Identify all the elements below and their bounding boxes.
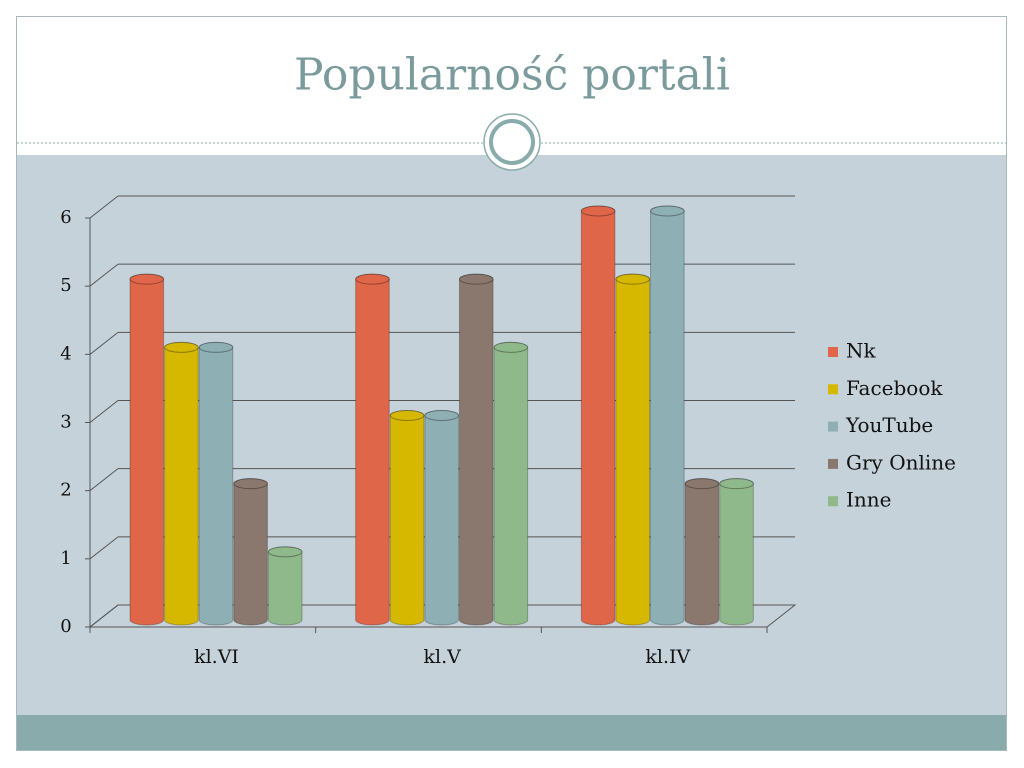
bar bbox=[719, 478, 754, 626]
grid-line bbox=[89, 263, 119, 287]
legend-swatch bbox=[828, 421, 838, 432]
y-tick-label: 3 bbox=[60, 412, 71, 433]
bar bbox=[615, 273, 651, 626]
bar-cap bbox=[355, 273, 390, 285]
legend-swatch bbox=[828, 347, 838, 357]
legend-label: Nk bbox=[846, 339, 877, 363]
bar-cap bbox=[164, 341, 199, 353]
bar bbox=[458, 273, 494, 626]
bar-cap bbox=[424, 410, 459, 421]
bar-cap bbox=[650, 205, 685, 217]
bar bbox=[355, 273, 390, 626]
legend-label: Facebook bbox=[846, 376, 943, 400]
bar-cap bbox=[684, 478, 720, 490]
grid-line bbox=[89, 604, 119, 628]
bar-cap bbox=[129, 273, 165, 285]
y-tick-label: 0 bbox=[60, 616, 71, 637]
footer-band bbox=[17, 715, 1006, 750]
y-tick-label: 5 bbox=[60, 275, 71, 296]
bar bbox=[164, 341, 199, 626]
legend-swatch bbox=[828, 496, 838, 507]
grid-line bbox=[89, 195, 119, 219]
bar-cap bbox=[267, 546, 303, 558]
bar bbox=[650, 205, 685, 626]
bar-cap bbox=[580, 205, 616, 217]
x-tick-label: kl.V bbox=[423, 646, 461, 668]
bar bbox=[493, 341, 529, 626]
chart-title: Popularność portali bbox=[294, 50, 730, 101]
bar bbox=[129, 273, 165, 626]
bar-cap bbox=[198, 341, 234, 353]
y-tick-label: 1 bbox=[60, 548, 71, 569]
bar-cap bbox=[493, 341, 529, 353]
bar-cap bbox=[615, 273, 651, 285]
bar-cap bbox=[233, 478, 268, 490]
y-tick-label: 6 bbox=[60, 207, 71, 228]
x-tick-label: kl.VI bbox=[194, 646, 239, 668]
legend-label: Gry Online bbox=[846, 450, 956, 474]
bar bbox=[424, 410, 459, 626]
bar bbox=[233, 478, 268, 626]
y-tick-label: 4 bbox=[60, 343, 71, 364]
y-tick-label: 2 bbox=[60, 480, 71, 501]
bar bbox=[267, 546, 303, 626]
grid-line bbox=[89, 400, 119, 423]
legend-swatch bbox=[828, 458, 838, 469]
legend-label: Inne bbox=[846, 488, 892, 512]
bar bbox=[198, 341, 234, 626]
x-tick-label: kl.IV bbox=[645, 646, 690, 668]
bar bbox=[389, 410, 425, 626]
plot: 0 1 2 3 4 5 6 kl.VI kl.V kl.IV Nk Facebook YouTube Gr… bbox=[60, 195, 956, 668]
grid-line bbox=[89, 331, 119, 355]
bar-cap bbox=[389, 410, 425, 421]
bar-cap bbox=[458, 273, 494, 285]
legend-label: YouTube bbox=[845, 413, 933, 437]
grid-line bbox=[89, 536, 119, 560]
ornament-inner bbox=[489, 119, 535, 165]
bar-cap bbox=[719, 478, 754, 490]
bar bbox=[580, 205, 616, 626]
bar bbox=[684, 478, 720, 626]
grid-line bbox=[89, 468, 119, 492]
legend-swatch bbox=[828, 384, 838, 395]
